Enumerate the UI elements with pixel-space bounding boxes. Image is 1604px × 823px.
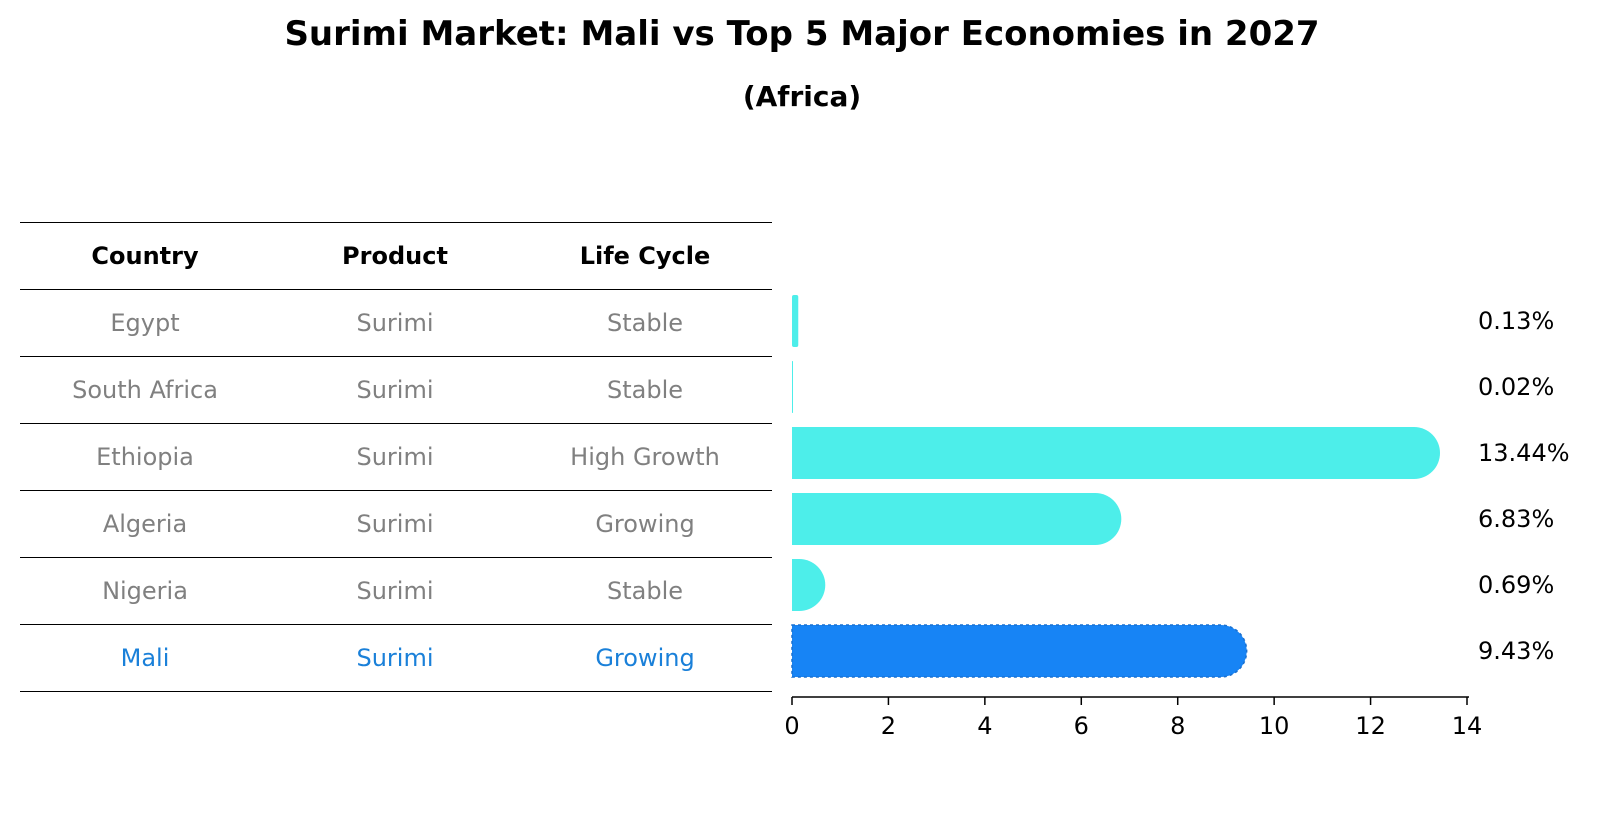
data-label: 0.13%	[1478, 307, 1554, 335]
table-row: Algeria Surimi Growing	[20, 490, 772, 557]
header-life-cycle: Life Cycle	[579, 242, 711, 270]
x-tick-label: 12	[1355, 712, 1386, 740]
x-tick-label: 6	[1074, 712, 1089, 740]
product-cell: Surimi	[356, 376, 434, 404]
bar	[791, 624, 1248, 678]
life-cycle-cell: Growing	[595, 510, 695, 538]
product-cell: Surimi	[356, 309, 434, 337]
bar	[792, 295, 799, 347]
life-cycle-cell: Stable	[606, 309, 684, 337]
country-cell: South Africa	[72, 376, 218, 404]
country-table: Country Product Life Cycle Egypt Surimi …	[20, 222, 772, 692]
life-cycle-cell: Growing	[595, 644, 695, 672]
table-row-highlight: Mali Surimi Growing	[20, 624, 772, 692]
table-row: Ethiopia Surimi High Growth	[20, 423, 772, 490]
bar	[792, 361, 793, 413]
x-tick-label: 4	[977, 712, 992, 740]
data-label: 6.83%	[1478, 505, 1554, 533]
product-cell: Surimi	[356, 443, 434, 471]
x-tick-label: 0	[784, 712, 799, 740]
product-cell: Surimi	[356, 577, 434, 605]
life-cycle-cell: Stable	[606, 376, 684, 404]
country-cell: Ethiopia	[96, 443, 194, 471]
table-header-row: Country Product Life Cycle	[20, 222, 772, 289]
data-label: 0.02%	[1478, 373, 1554, 401]
x-tick-label: 14	[1452, 712, 1483, 740]
country-cell: Nigeria	[102, 577, 188, 605]
chart-title: Surimi Market: Mali vs Top 5 Major Econo…	[284, 14, 1320, 54]
bar	[792, 559, 826, 611]
life-cycle-cell: Stable	[606, 577, 684, 605]
life-cycle-cell: High Growth	[570, 443, 720, 471]
bar	[792, 493, 1122, 545]
product-cell: Surimi	[356, 644, 434, 672]
header-country: Country	[91, 242, 199, 270]
table-row: Nigeria Surimi Stable	[20, 557, 772, 624]
x-tick-label: 8	[1170, 712, 1185, 740]
product-cell: Surimi	[356, 510, 434, 538]
data-label: 13.44%	[1478, 439, 1570, 467]
country-cell: Mali	[120, 644, 170, 672]
header-product: Product	[342, 242, 448, 270]
data-label: 9.43%	[1478, 637, 1554, 665]
x-tick-label: 10	[1259, 712, 1290, 740]
country-cell: Egypt	[110, 309, 180, 337]
bar	[792, 427, 1440, 479]
table-row: Egypt Surimi Stable	[20, 289, 772, 356]
table-row: South Africa Surimi Stable	[20, 356, 772, 423]
chart-subtitle: (Africa)	[742, 80, 862, 113]
data-label: 0.69%	[1478, 571, 1554, 599]
x-tick-label: 2	[881, 712, 896, 740]
country-cell: Algeria	[102, 510, 188, 538]
